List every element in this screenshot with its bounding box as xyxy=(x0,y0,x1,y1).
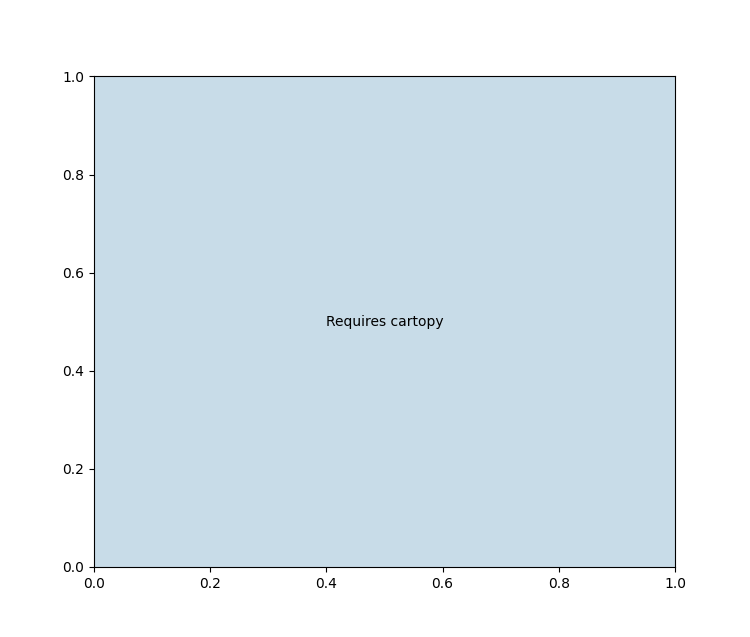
Text: Requires cartopy: Requires cartopy xyxy=(326,315,443,329)
